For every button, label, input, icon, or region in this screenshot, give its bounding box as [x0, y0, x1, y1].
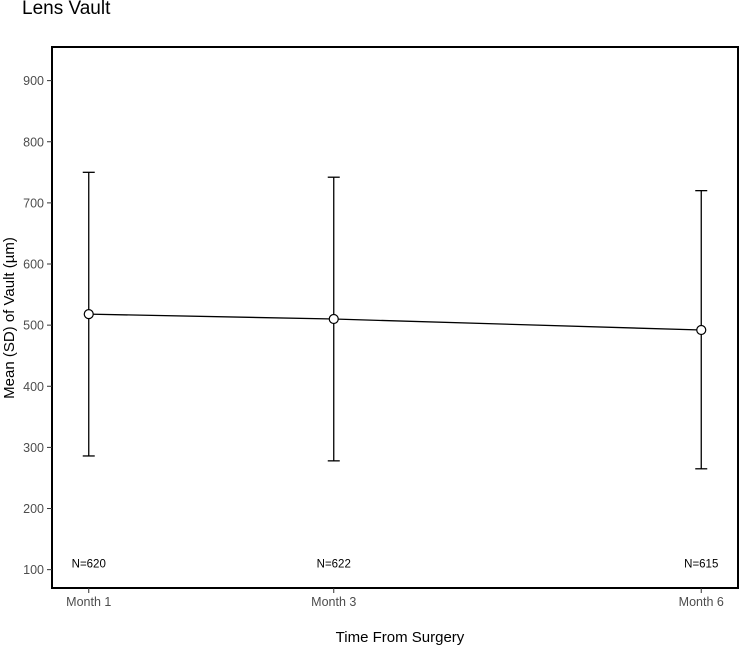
chart-title: Lens Vault — [22, 0, 111, 19]
n-label: N=622 — [317, 559, 351, 571]
x-tick-label: Month 3 — [311, 595, 356, 609]
x-axis: Month 1 Month 3 Month 6 — [66, 588, 724, 609]
x-axis-title: Time From Surgery — [336, 629, 465, 646]
data-points — [83, 309, 707, 336]
y-tick-label: 900 — [23, 74, 44, 88]
x-tick-label: Month 1 — [66, 595, 111, 609]
y-tick-label: 500 — [23, 319, 44, 333]
y-tick-label: 200 — [23, 502, 44, 516]
y-tick-label: 400 — [23, 380, 44, 394]
data-point — [696, 324, 707, 336]
y-tick-label: 600 — [23, 258, 44, 272]
y-tick-label: 800 — [23, 135, 44, 149]
data-point — [328, 313, 339, 325]
plot-border — [51, 46, 739, 589]
y-tick-label: 100 — [23, 563, 44, 577]
x-tick-label: Month 6 — [679, 595, 724, 609]
n-labels: N=620 N=622 N=615 — [72, 559, 719, 571]
n-label: N=615 — [684, 559, 718, 571]
data-point — [83, 309, 94, 320]
y-tick-label: 300 — [23, 441, 44, 455]
y-axis: 100 200 300 400 500 600 700 800 900 — [23, 74, 52, 577]
y-axis-title: Mean (SD) of Vault (µm) — [1, 237, 18, 399]
n-label: N=620 — [72, 559, 106, 571]
y-tick-label: 700 — [23, 196, 44, 210]
series-line — [88, 313, 702, 331]
